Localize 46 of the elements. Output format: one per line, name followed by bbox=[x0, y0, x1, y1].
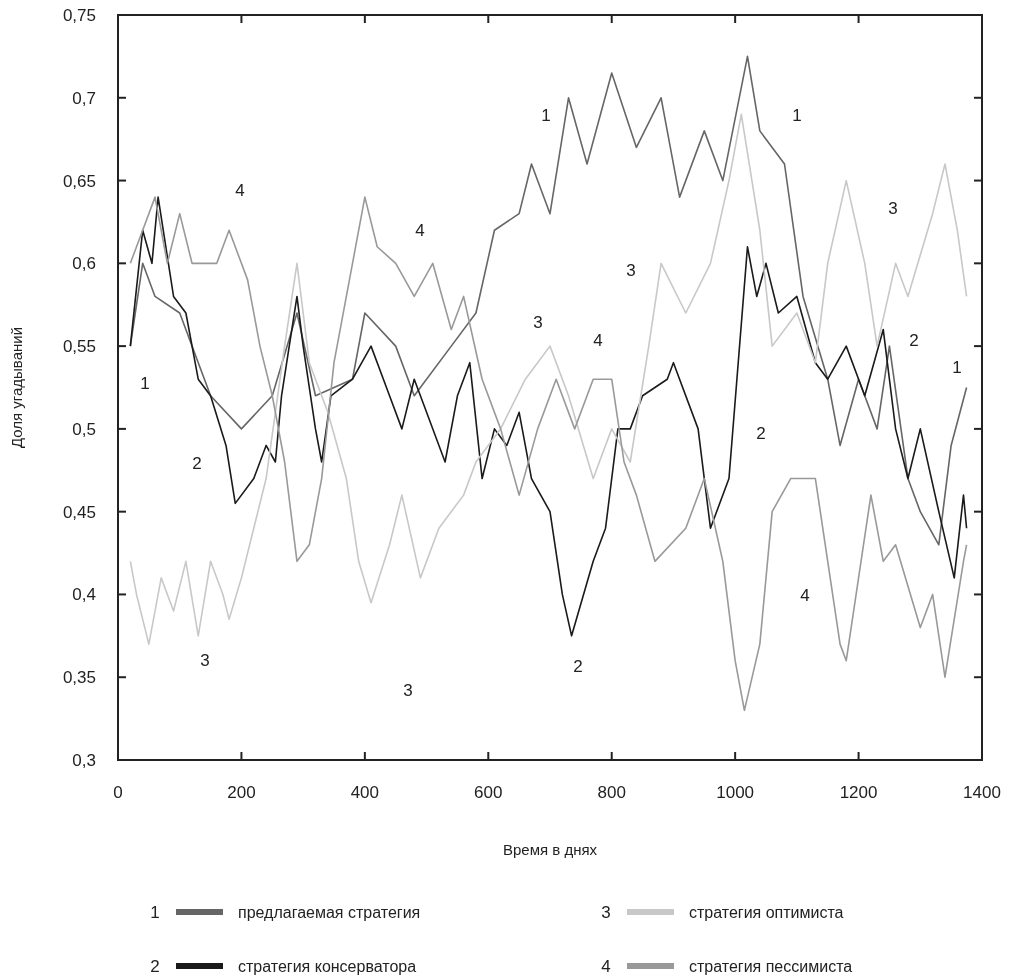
annotation: 2 bbox=[192, 454, 202, 473]
y-axis-title: Доля угадываний bbox=[8, 326, 25, 449]
x-tick-label: 600 bbox=[474, 783, 503, 802]
annotation: 2 bbox=[756, 424, 766, 443]
legend-label: стратегия консерватора bbox=[238, 958, 417, 975]
x-tick-label: 1000 bbox=[716, 783, 755, 802]
y-tick-label: 0,4 bbox=[72, 585, 96, 605]
text: 1 bbox=[150, 903, 160, 922]
annotation: 2 bbox=[573, 657, 583, 676]
y-tick-label: 0,35 bbox=[62, 668, 96, 688]
annotation: 4 bbox=[593, 331, 603, 350]
y-tick-label: 0,7 bbox=[72, 88, 96, 108]
x-tick-label: 400 bbox=[350, 783, 380, 802]
annotation: 2 bbox=[909, 331, 919, 350]
x-tick-label: 200 bbox=[227, 783, 256, 802]
annotation: 4 bbox=[415, 221, 425, 240]
text: 2 bbox=[150, 957, 160, 976]
text: 4 bbox=[601, 957, 611, 976]
text: 3 bbox=[601, 903, 611, 922]
y-tick-label: 0,75 bbox=[62, 6, 96, 25]
x-axis-title: Время в днях bbox=[502, 841, 598, 858]
legend-label: предлагаемая стратегия bbox=[238, 904, 421, 921]
annotation: 4 bbox=[800, 586, 810, 605]
annotation: 4 bbox=[235, 181, 245, 200]
annotation: 1 bbox=[541, 106, 551, 125]
annotation: 1 bbox=[140, 374, 150, 393]
x-tick-label: 0 bbox=[113, 783, 123, 802]
legend-label: стратегия пессимиста bbox=[689, 958, 853, 975]
y-tick-label: 0,55 bbox=[62, 337, 96, 357]
x-tick-label: 800 bbox=[597, 783, 626, 802]
y-tick-label: 0,3 bbox=[72, 751, 96, 770]
annotation: 3 bbox=[403, 681, 413, 700]
annotation: 3 bbox=[888, 199, 898, 218]
y-tick-label: 0,65 bbox=[62, 171, 96, 191]
annotation: 3 bbox=[626, 261, 636, 280]
annotation: 1 bbox=[952, 358, 962, 377]
legend-label: стратегия оптимиста bbox=[689, 904, 844, 921]
line-series bbox=[129, 55, 968, 546]
y-tick-label: 0,5 bbox=[72, 419, 96, 439]
annotation: 1 bbox=[792, 106, 802, 125]
y-tick-label: 0,45 bbox=[62, 502, 96, 522]
x-tick-label: 1200 bbox=[839, 783, 878, 802]
annotation: 3 bbox=[533, 313, 543, 332]
annotation: 3 bbox=[200, 651, 210, 670]
y-tick-label: 0,6 bbox=[72, 254, 96, 274]
x-tick-label: 1400 bbox=[963, 783, 1001, 802]
